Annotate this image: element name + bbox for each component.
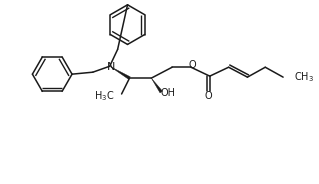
Text: H$_3$C: H$_3$C (94, 89, 115, 103)
Text: OH: OH (161, 88, 176, 98)
Text: O: O (205, 91, 212, 101)
Text: N: N (107, 62, 115, 72)
Polygon shape (151, 78, 162, 93)
Text: O: O (188, 60, 196, 70)
Text: CH$_3$: CH$_3$ (294, 70, 314, 84)
Polygon shape (110, 66, 130, 79)
